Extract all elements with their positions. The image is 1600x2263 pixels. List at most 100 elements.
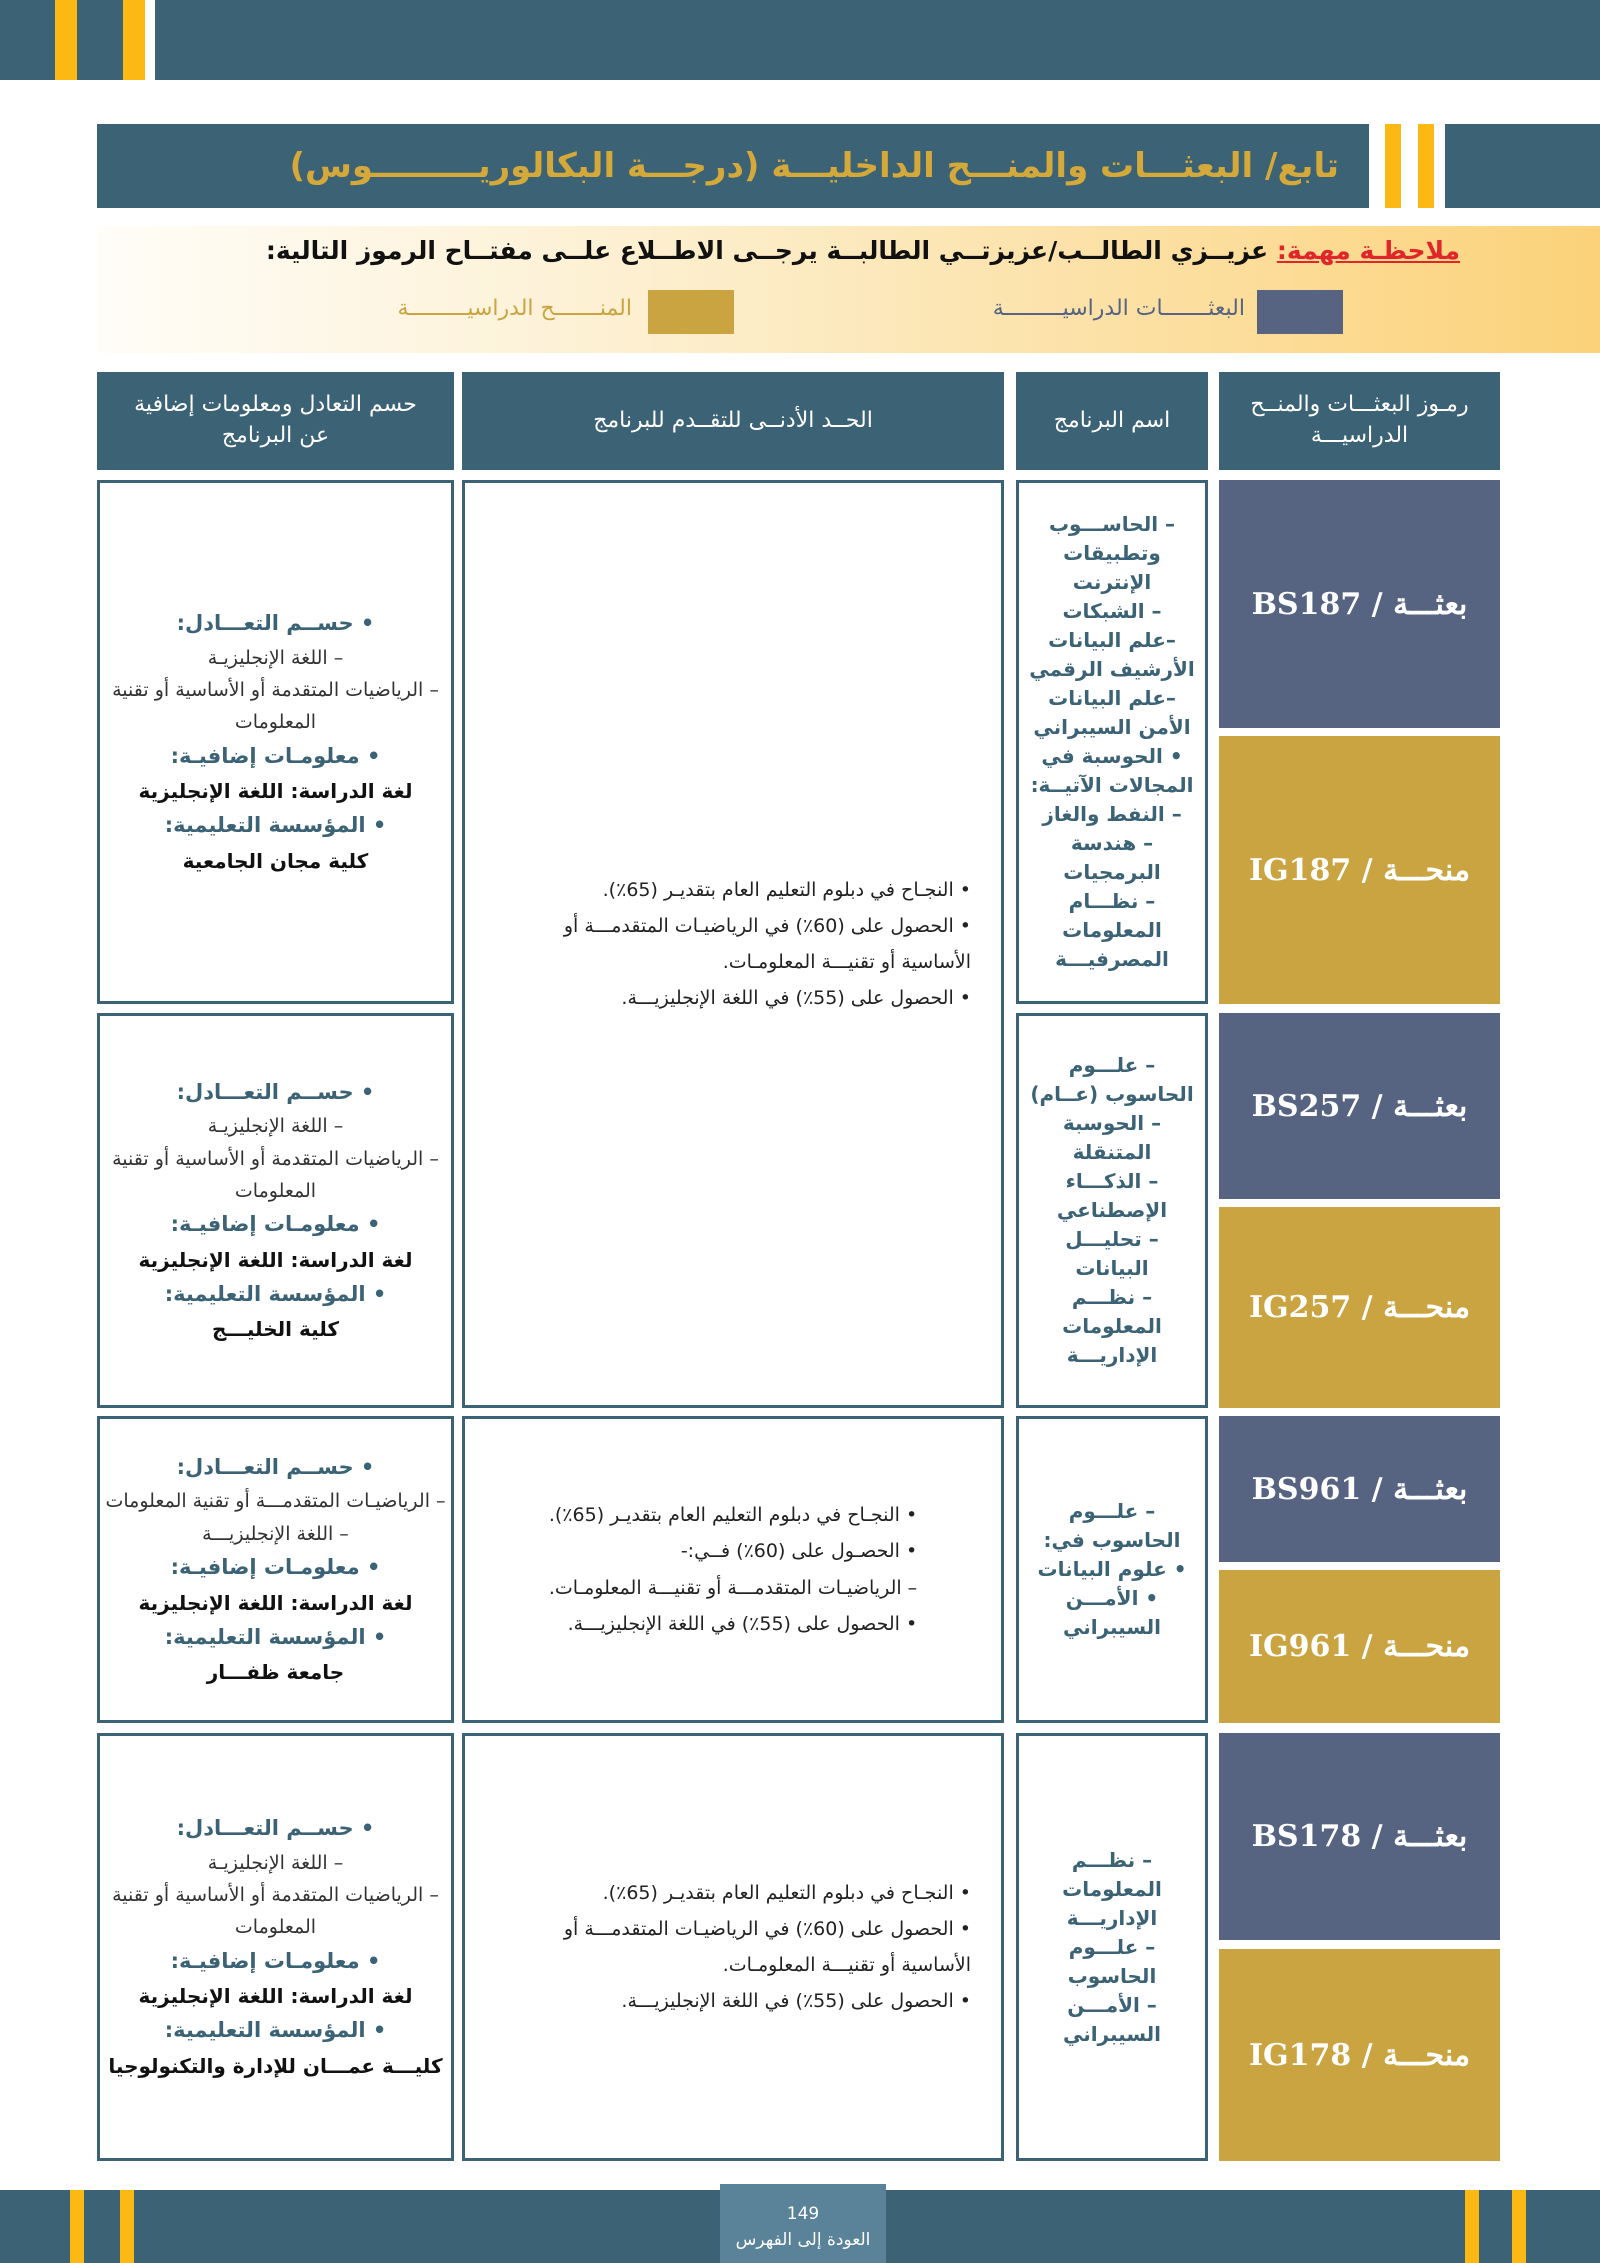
note-box: ملاحظـة مهمة: عزيــزي الطالــب/عزيزتــي … (97, 226, 1600, 353)
text-line: • الحصـول على (60٪) فــي:- (680, 1540, 918, 1563)
header-info: حسم التعادل ومعلومات إضافية عن البرنامج (97, 372, 454, 470)
text-line: • الحوسبة في المجالات الآتيــة: (1030, 744, 1194, 797)
legend-swatch-scholarship (1257, 290, 1343, 334)
text-line: – الرياضيـات المتقدمـــة أو تقنيـــة الم… (548, 1576, 918, 1599)
text-line: – اللغة الإنجليزيـــة (202, 1522, 349, 1545)
text-line: – اللغة الإنجليزيـة (207, 646, 344, 669)
text-line: • النجـاح في دبلوم التعليم العام بتقديـر… (548, 1504, 918, 1527)
text-line: – الشبكات (1062, 599, 1162, 623)
code-bs187: BS187 / بعثـــة (1219, 480, 1500, 728)
header-program: اسم البرنامج (1016, 372, 1208, 470)
code-ig178: IG178 / منحـــة (1219, 1949, 1500, 2161)
info-cell: • حســم التعـــادل: – اللغة الإنجليزيـة – … (97, 480, 454, 1004)
text-line: – الحوسبة المتنقلة (1062, 1111, 1162, 1164)
text-line: – الرياضيـات المتقدمـــة أو تقنية المعلو… (105, 1490, 446, 1513)
info-cell: • حســم التعـــادل: – اللغة الإنجليزيـة – … (97, 1733, 454, 2161)
text-line: –علم البيانات الأمن السيبراني (1033, 686, 1191, 739)
decor-stripe (123, 0, 145, 80)
requirements-cell: • النجـاح في دبلوم التعليم العام بتقديـر… (462, 1733, 1004, 2161)
text-line: – الرياضيات المتقدمة أو الأساسية أو تقني… (112, 679, 439, 734)
legend-swatch-grant (648, 290, 734, 334)
code-bs178: BS178 / بعثـــة (1219, 1733, 1500, 1940)
info-cell: • حســم التعـــادل: – اللغة الإنجليزيـة – … (97, 1013, 454, 1408)
text-line: – الرياضيات المتقدمة أو الأساسية أو تقني… (112, 1884, 439, 1939)
decor-gap (145, 0, 155, 80)
requirements-cell: • النجـاح في دبلوم التعليم العام بتقديـر… (462, 480, 1004, 1408)
text-line: • معلومـات إضافيـة: (170, 1948, 381, 1973)
text-line: • الحصول على (60٪) في الرياضيـات المتقدم… (563, 914, 971, 973)
text-line: • معلومـات إضافيـة: (170, 1554, 381, 1579)
text-line: – علـــوم الحاسوب في: (1043, 1499, 1181, 1552)
back-to-index-link[interactable]: العودة إلى الفهرس (735, 2229, 871, 2250)
decor-stripe (1385, 124, 1401, 208)
text-line: – علـــوم الحاسوب (1067, 1934, 1157, 1988)
text-line: • حســم التعـــادل: (176, 611, 375, 636)
text-line: – النفط والغاز (1042, 802, 1182, 826)
text-line: • المؤسسة التعليمية: (164, 813, 387, 838)
text-line: لغة الدراسة: اللغة الإنجليزية (138, 1247, 413, 1272)
note-text: عزيــزي الطالــب/عزيزتــي الطالبــة يرجـ… (265, 236, 1277, 265)
code-ig961: IG961 / منحـــة (1219, 1570, 1500, 1723)
text-line: – نظـــم المعلومات الإداريـــة (1062, 1285, 1162, 1367)
text-line: – تحليـــل البيانات (1065, 1227, 1159, 1280)
text-line: • المؤسسة التعليمية: (164, 1281, 387, 1306)
text-line: كليـــة عمـــان للإدارة والتكنولوجيا (108, 2053, 443, 2078)
text-line: • معلومـات إضافيـة: (170, 1212, 381, 1237)
code-ig187: IG187 / منحـــة (1219, 736, 1500, 1004)
code-bs257: BS257 / بعثـــة (1219, 1013, 1500, 1199)
decor-stripe (55, 0, 77, 80)
decor-stripe (70, 2190, 84, 2263)
text-line: • المؤسسة التعليمية: (164, 1624, 387, 1649)
text-line: • النجـاح في دبلوم التعليم العام بتقديـر… (602, 878, 971, 901)
note-label: ملاحظـة مهمة: (1276, 236, 1460, 265)
text-line: • النجـاح في دبلوم التعليم العام بتقديـر… (602, 1881, 971, 1904)
decor-stripe (120, 2190, 134, 2263)
text-line: – هندسة البرمجيات (1063, 831, 1161, 884)
text-line: • الحصول على (60٪) في الرياضيـات المتقدم… (563, 1917, 971, 1976)
text-line: كلية الخليـــج (211, 1317, 340, 1342)
text-line: • حســم التعـــادل: (176, 1079, 375, 1104)
header-requirements: الحــد الأدنــى للتقــدم للبرنامج (462, 372, 1004, 470)
legend-label-scholarship: البعثـــــــات الدراسيـــــــــة (992, 296, 1245, 321)
text-line: – اللغة الإنجليزيـة (207, 1115, 344, 1138)
text-line: كلية مجان الجامعية (182, 848, 369, 873)
page-number: 149 (786, 2204, 820, 2224)
header-codes: رمـوز البعثـــات والمنــح الدراسيـــة (1219, 372, 1500, 470)
text-line: • حســم التعـــادل: (176, 1454, 375, 1479)
program-cell: – علـــوم الحاسوب (عــام) – الحوسبة المتن… (1016, 1013, 1208, 1408)
title-bar-end (1445, 124, 1600, 208)
text-line: جامعة ظفـــار (206, 1660, 345, 1685)
text-line: • معلومـات إضافيـة: (170, 743, 381, 768)
text-line: – الأمـــن السيبراني (1062, 1992, 1162, 2046)
text-line: لغة الدراسة: اللغة الإنجليزية (138, 1984, 413, 2009)
text-line: • المؤسسة التعليمية: (164, 2018, 387, 2043)
text-line: – الحاســـوب وتطبيقات الإنترنت (1048, 512, 1176, 594)
text-line: – نظـــام المعلومات المصرفيـــة (1055, 889, 1169, 971)
text-line: • الحصول على (55٪) في اللغة الإنجليزيـــ… (621, 1990, 971, 2013)
requirements-cell: • النجـاح في دبلوم التعليم العام بتقديـر… (462, 1416, 1004, 1723)
page-footer-box: 149 العودة إلى الفهرس (720, 2184, 886, 2263)
text-line: – اللغة الإنجليزيـة (207, 1851, 344, 1874)
legend-label-grant: المنـــــــح الدراسيـــــــــة (397, 296, 632, 321)
text-line: • حســم التعـــادل: (176, 1816, 375, 1841)
code-ig257: IG257 / منحـــة (1219, 1207, 1500, 1408)
text-line: • علوم البيانات (1037, 1557, 1187, 1581)
title-bar: تابع/ البعثـــات والمنـــح الداخليـــة (… (97, 124, 1369, 208)
text-line: – علـــوم الحاسوب (عــام) (1030, 1053, 1194, 1106)
info-cell: • حســم التعـــادل: – الرياضيـات المتقدمـ… (97, 1416, 454, 1723)
decor-stripe (1465, 2190, 1479, 2263)
program-cell: – نظـــم المعلومات الإداريـــة – علـــوم … (1016, 1733, 1208, 2161)
text-line: • الحصول على (55٪) في اللغة الإنجليزيـــ… (567, 1612, 918, 1635)
code-bs961: BS961 / بعثـــة (1219, 1416, 1500, 1562)
program-cell: – الحاســـوب وتطبيقات الإنترنت – الشبكات –… (1016, 480, 1208, 1004)
text-line: – الذكـــاء الإصطناعي (1056, 1169, 1168, 1222)
text-line: لغة الدراسة: اللغة الإنجليزية (138, 1590, 413, 1615)
decor-stripe (1512, 2190, 1526, 2263)
text-line: – الرياضيات المتقدمة أو الأساسية أو تقني… (112, 1147, 439, 1202)
decor-stripe (1418, 124, 1434, 208)
page-title: تابع/ البعثـــات والمنـــح الداخليـــة (… (289, 146, 1339, 186)
text-line: –علم البيانات الأرشيف الرقمي (1029, 628, 1195, 681)
program-cell: – علـــوم الحاسوب في: • علوم البيانات • ال… (1016, 1416, 1208, 1723)
text-line: • الحصول على (55٪) في اللغة الإنجليزيـــ… (621, 987, 971, 1010)
text-line: • الأمـــن السيبراني (1062, 1586, 1162, 1639)
